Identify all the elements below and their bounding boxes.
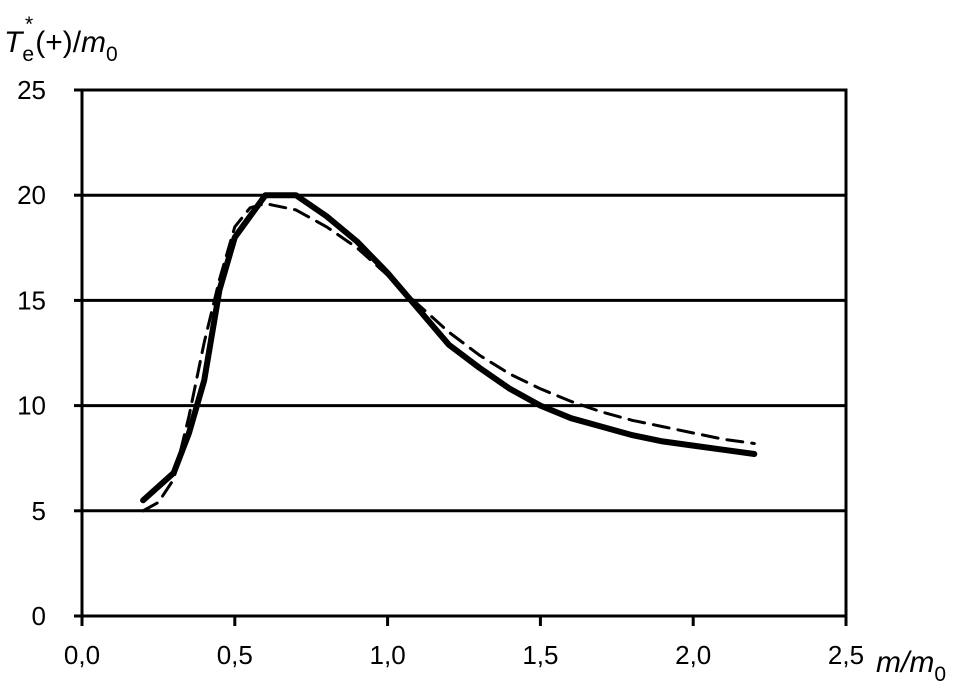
tick-layer: 0 5 10 15 20 25 0,0 0,5 1,0 1,5 2,0 2,5 xyxy=(17,75,864,670)
y-axis-title-denom: m xyxy=(81,26,106,59)
y-tick-label-2: 10 xyxy=(17,391,46,421)
y-axis-title-rest: (+)/ xyxy=(35,26,82,59)
x-tick-label-3: 1,5 xyxy=(522,640,558,670)
y-tick-label-5: 25 xyxy=(17,75,46,105)
series-line-solid xyxy=(140,192,758,504)
y-axis-title-denom-sub: 0 xyxy=(106,43,118,66)
y-tick-label-3: 15 xyxy=(17,285,46,315)
series-line-dashed xyxy=(141,202,756,513)
y-axis-title: Te *(+)/m0 xyxy=(4,13,118,66)
y-tick-label-0: 0 xyxy=(32,601,46,631)
x-tick-label-0: 0,0 xyxy=(64,640,100,670)
plot-frame xyxy=(80,88,848,618)
x-tick-label-4: 2,0 xyxy=(675,640,711,670)
y-axis-title-sub: e xyxy=(22,43,34,66)
y-tick-label-1: 5 xyxy=(32,496,46,526)
x-axis-title: m/m0 xyxy=(876,646,946,686)
y-tick-label-4: 20 xyxy=(17,180,46,210)
y-axis-title-main: T xyxy=(4,26,25,59)
x-axis-title-main: m/m xyxy=(876,646,934,679)
x-tick-label-1: 0,5 xyxy=(217,640,253,670)
y-axis-title-sup: * xyxy=(25,13,33,36)
series-layer xyxy=(140,192,758,513)
grid-layer xyxy=(82,193,846,513)
x-axis-title-sub: 0 xyxy=(934,663,946,686)
x-tick-label-5: 2,5 xyxy=(828,640,864,670)
x-tick-label-2: 1,0 xyxy=(370,640,406,670)
